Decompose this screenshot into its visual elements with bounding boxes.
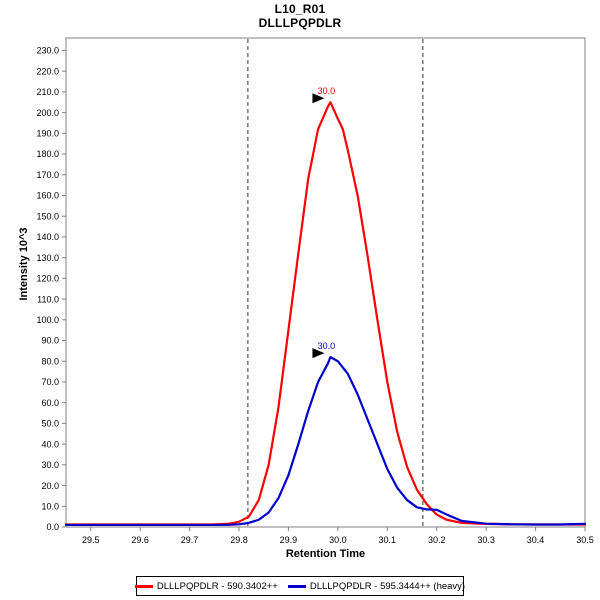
y-axis-tick-label: 170.0: [36, 170, 59, 180]
y-axis-tick-label: 0.0: [46, 522, 59, 532]
y-axis-tick-label: 80.0: [41, 356, 59, 366]
y-axis-tick-label: 220.0: [36, 66, 59, 76]
y-axis-tick-label: 60.0: [41, 398, 59, 408]
y-axis-tick-label: 90.0: [41, 336, 59, 346]
y-axis-tick-label: 210.0: [36, 87, 59, 97]
x-axis-tick-label: 29.8: [230, 535, 248, 545]
y-axis-tick-label: 200.0: [36, 108, 59, 118]
legend-color-swatch-heavy: [287, 584, 306, 588]
y-axis-tick-label: 150.0: [36, 211, 59, 221]
peak-apex-marker: [312, 93, 325, 104]
x-axis-tick-label: 30.4: [527, 535, 545, 545]
y-axis-tick-label: 120.0: [36, 274, 59, 284]
legend-item-light[interactable]: DLLLPQPDLR - 590.3402++: [134, 580, 278, 592]
peak-apex-label: 30.0: [318, 341, 336, 351]
y-axis-tick-label: 50.0: [41, 419, 59, 429]
peak-apex-marker: [312, 348, 325, 359]
y-axis-tick-label: 70.0: [41, 377, 59, 387]
legend-item-heavy[interactable]: DLLLPQPDLR - 595.3444++ (heavy): [287, 580, 466, 592]
y-axis-tick-label: 20.0: [41, 481, 59, 491]
y-axis-tick-label: 30.0: [41, 460, 59, 470]
x-axis-tick-label: 30.0: [329, 535, 347, 545]
legend-color-swatch-light: [134, 584, 153, 588]
x-axis-tick-label: 30.2: [428, 535, 446, 545]
y-axis-tick-label: 40.0: [41, 439, 59, 449]
y-axis-tick-label: 160.0: [36, 191, 59, 201]
chart-legend: DLLLPQPDLR - 590.3402++ DLLLPQPDLR - 595…: [134, 576, 466, 596]
x-axis-tick-label: 30.5: [576, 535, 594, 545]
y-axis-tick-label: 110.0: [37, 294, 59, 304]
x-axis-label: Retention Time: [285, 548, 366, 560]
plot-frame: [65, 37, 586, 528]
y-axis-tick-label: 140.0: [36, 232, 59, 242]
x-axis-tick-label: 29.9: [280, 535, 298, 545]
y-axis-tick-label: 190.0: [36, 129, 59, 139]
x-axis-tick-label: 29.6: [131, 535, 149, 545]
x-axis-tick-label: 30.3: [477, 535, 495, 545]
x-axis-tick-label: 29.5: [82, 535, 100, 545]
y-axis-tick-label: 130.0: [36, 253, 59, 263]
peak-apex-label: 30.0: [318, 86, 336, 96]
y-axis-tick-label: 180.0: [36, 149, 59, 159]
page-title: L10_R01: [274, 2, 326, 16]
chart-title-block: L10_R01 DLLLPQPDLR: [0, 2, 600, 30]
x-axis-tick-label: 30.1: [379, 535, 397, 545]
legend-label-heavy: DLLLPQPDLR - 595.3444++ (heavy): [309, 580, 466, 592]
y-axis-tick-label: 10.0: [41, 501, 59, 511]
series-line-heavy[interactable]: [64, 355, 587, 527]
legend-label-light: DLLLPQPDLR - 590.3402++: [156, 580, 278, 592]
chart-subtitle: DLLLPQPDLR: [258, 16, 342, 30]
y-axis-tick-label: 230.0: [36, 46, 59, 56]
y-axis-tick-label: 100.0: [36, 315, 59, 325]
x-axis-tick-label: 29.7: [181, 535, 199, 545]
